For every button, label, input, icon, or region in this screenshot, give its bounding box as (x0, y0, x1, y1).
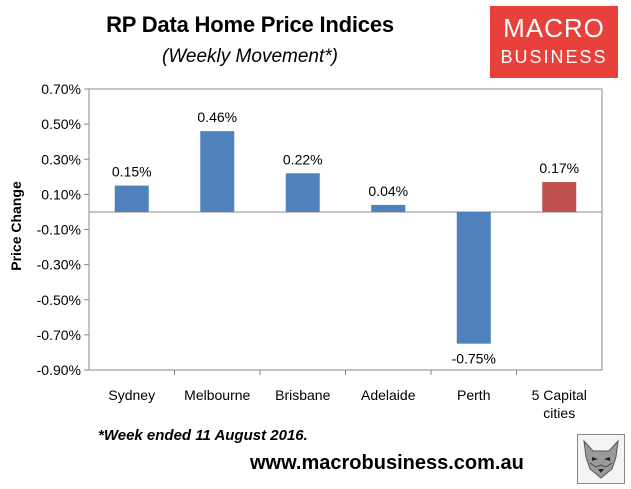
data-label: 0.15% (112, 164, 152, 180)
data-label: 0.17% (539, 160, 579, 176)
bar-perth (456, 211, 491, 344)
logo-line-2: BUSINESS (500, 47, 608, 67)
x-tick-label: Melbourne (184, 387, 250, 403)
bar-5-capital-cities (542, 182, 577, 212)
wolf-icon (577, 434, 625, 484)
bar-melbourne (200, 131, 235, 212)
website-url: www.macrobusiness.com.au (250, 452, 524, 474)
x-tick-label: Brisbane (275, 387, 330, 403)
y-tick-label: -0.90% (37, 362, 81, 378)
x-tick-label: cities (543, 405, 575, 421)
data-label: 0.46% (197, 109, 237, 125)
logo-line-1: MACRO (503, 13, 605, 43)
y-tick-label: -0.10% (37, 222, 81, 238)
y-tick-label: 0.70% (41, 81, 81, 97)
chart-title: RP Data Home Price Indices (106, 12, 394, 37)
bar-adelaide (371, 204, 406, 212)
y-tick-label: -0.70% (37, 327, 81, 343)
data-label: -0.75% (452, 351, 496, 367)
chart-subtitle: (Weekly Movement*) (162, 46, 338, 67)
y-tick-label: 0.50% (41, 116, 81, 132)
x-tick-label: Perth (457, 387, 490, 403)
macrobusiness-logo: MACRO BUSINESS (490, 6, 618, 78)
y-tick-label: -0.50% (37, 292, 81, 308)
y-tick-label: 0.10% (41, 186, 81, 202)
x-tick-label: 5 Capital (532, 387, 587, 403)
footnote: *Week ended 11 August 2016. (98, 427, 308, 444)
plot-area-border (88, 88, 603, 371)
data-label: 0.04% (368, 183, 408, 199)
bar-sydney (114, 185, 149, 212)
x-tick-label: Sydney (108, 387, 155, 403)
data-label: 0.22% (283, 151, 323, 167)
bar-brisbane (285, 173, 320, 212)
y-tick-label: -0.30% (37, 257, 81, 273)
y-tick-label: 0.30% (41, 151, 81, 167)
x-tick-label: Adelaide (361, 387, 416, 403)
